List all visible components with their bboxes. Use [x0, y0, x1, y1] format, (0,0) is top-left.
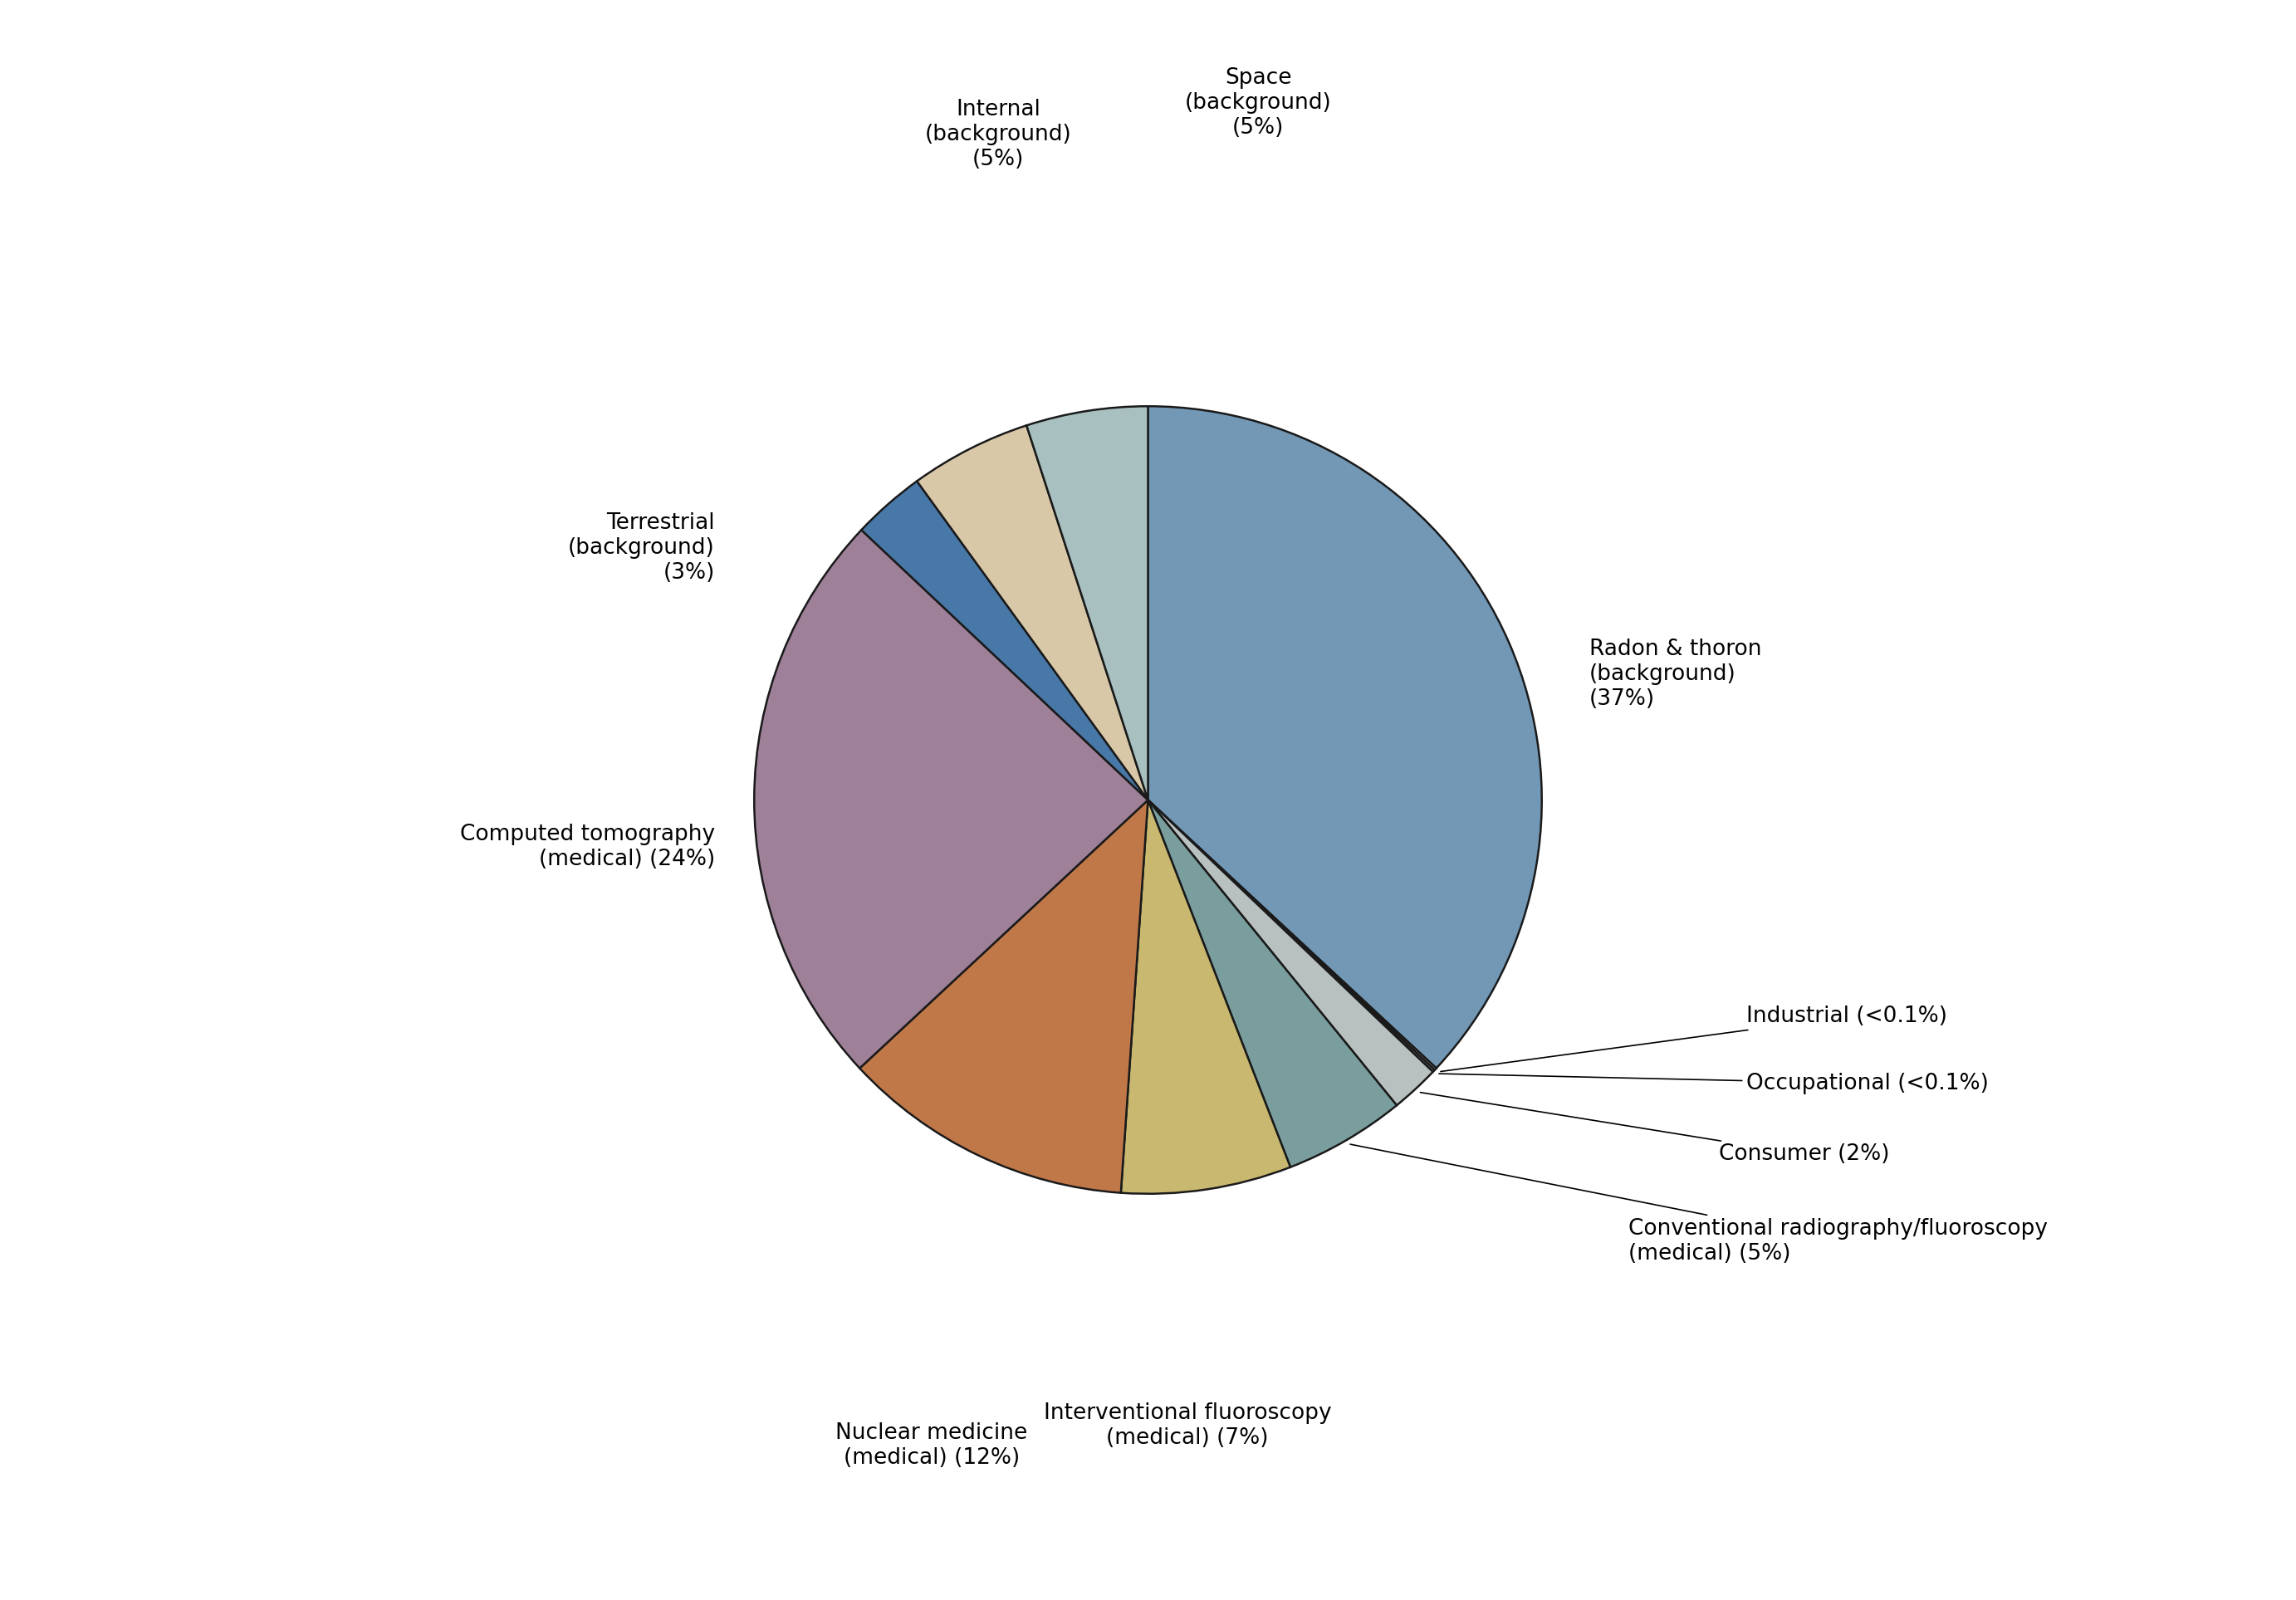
- Text: Space
(background)
(5%): Space (background) (5%): [1185, 67, 1332, 139]
- Text: Terrestrial
(background)
(3%): Terrestrial (background) (3%): [567, 512, 714, 584]
- Text: Occupational (<0.1%): Occupational (<0.1%): [1440, 1072, 1988, 1094]
- Text: Radon & thoron
(background)
(37%): Radon & thoron (background) (37%): [1589, 638, 1761, 710]
- Wedge shape: [1148, 800, 1437, 1070]
- Wedge shape: [753, 530, 1148, 1069]
- Text: Interventional fluoroscopy
(medical) (7%): Interventional fluoroscopy (medical) (7%…: [1042, 1403, 1332, 1450]
- Wedge shape: [1148, 800, 1396, 1166]
- Wedge shape: [1148, 800, 1433, 1106]
- Wedge shape: [1026, 406, 1148, 800]
- Text: Nuclear medicine
(medical) (12%): Nuclear medicine (medical) (12%): [836, 1422, 1026, 1469]
- Text: Industrial (<0.1%): Industrial (<0.1%): [1440, 1006, 1947, 1072]
- Wedge shape: [916, 426, 1148, 800]
- Wedge shape: [1148, 800, 1435, 1072]
- Wedge shape: [859, 800, 1148, 1194]
- Text: Conventional radiography/fluoroscopy
(medical) (5%): Conventional radiography/fluoroscopy (me…: [1350, 1144, 2048, 1264]
- Wedge shape: [861, 482, 1148, 800]
- Text: Internal
(background)
(5%): Internal (background) (5%): [925, 99, 1072, 170]
- Wedge shape: [1148, 406, 1543, 1069]
- Text: Consumer (2%): Consumer (2%): [1421, 1093, 1890, 1165]
- Wedge shape: [1120, 800, 1290, 1194]
- Text: Computed tomography
(medical) (24%): Computed tomography (medical) (24%): [459, 824, 714, 870]
